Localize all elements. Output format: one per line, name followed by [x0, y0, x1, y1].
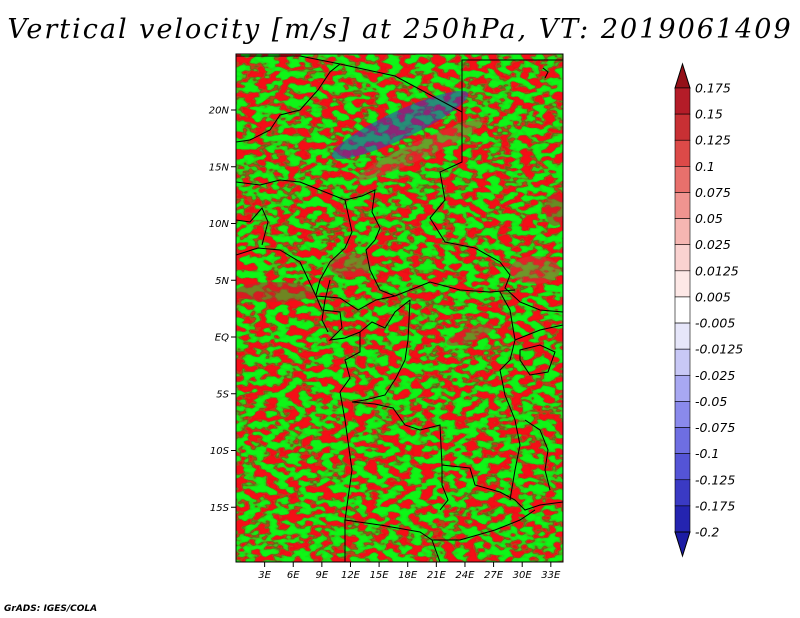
colorbar-segment [674, 192, 691, 219]
colorbar-segment [674, 270, 691, 298]
colorbar-top-arrow [674, 62, 691, 89]
colorbar-label: -0.05 [695, 394, 727, 409]
colorbar-segment [674, 505, 691, 533]
colorbar-label: 0.125 [695, 133, 731, 148]
lat-label: EQ [215, 333, 229, 344]
lon-label: 15E [370, 570, 390, 581]
colorbar-label: -0.1 [695, 446, 719, 461]
colorbar-label: 0.05 [695, 211, 723, 226]
colorbar-segment [674, 296, 691, 324]
lon-label: 24E [455, 570, 475, 581]
lon-label: 18E [398, 570, 418, 581]
colorbar-label: -0.2 [695, 525, 719, 540]
colorbar-segment [674, 479, 691, 507]
lat-label: 15S [210, 503, 230, 514]
lat-label: 10N [209, 219, 230, 230]
colorbar-label: -0.005 [695, 316, 735, 331]
colorbar: 0.175 0.15 0.125 0.1 0.075 0.05 0.025 0.0125 0.0… [674, 62, 743, 558]
colorbar-label: 0.1 [695, 159, 715, 174]
colorbar-label: 0.075 [695, 185, 731, 200]
colorbar-segment [674, 427, 691, 454]
colorbar-segment [674, 322, 691, 350]
grads-credit: GrADS: IGES/COLA [4, 604, 98, 614]
colorbar-label: 0.15 [695, 107, 723, 122]
colorbar-label: -0.075 [695, 420, 735, 435]
colorbar-label: 0.0125 [695, 263, 739, 278]
lat-label: 10S [210, 446, 230, 457]
colorbar-segment [674, 401, 691, 428]
colorbar-label: 0.025 [695, 237, 731, 252]
colorbar-segment [674, 166, 691, 193]
colorbar-label: 0.005 [695, 289, 731, 304]
colorbar-segment [674, 218, 691, 246]
colorbar-segment [674, 374, 691, 402]
plot-title: Vertical velocity [m/s] at 250hPa, VT: 2… [7, 14, 793, 45]
colorbar-segment [674, 453, 691, 481]
lat-label: 15N [209, 162, 230, 173]
lat-label: 5S [216, 389, 229, 400]
colorbar-label: -0.175 [695, 498, 735, 513]
lon-label: 12E [341, 570, 361, 581]
colorbar-bottom-arrow [674, 531, 691, 558]
colorbar-segment [674, 139, 691, 167]
longitude-axis: 3E 6E 9E 12E 15E 18E 21E 24E 27E 30E 33E [258, 562, 561, 581]
colorbar-label: 0.175 [695, 81, 731, 96]
lon-label: 21E [427, 570, 447, 581]
latitude-axis: 20N 15N 10N 5N EQ 5S 10S 15S [209, 106, 236, 514]
colorbar-label: -0.025 [695, 368, 735, 383]
colorbar-segment [674, 87, 691, 115]
lat-label: 5N [215, 276, 229, 287]
colorbar-label: -0.0125 [695, 342, 743, 357]
map-border [235, 53, 564, 563]
lon-label: 6E [287, 570, 300, 581]
colorbar-segment [674, 113, 691, 141]
lon-label: 27E [484, 570, 504, 581]
colorbar-label: -0.125 [695, 472, 735, 487]
lon-label: 9E [316, 570, 329, 581]
colorbar-segment [674, 348, 691, 376]
lon-label: 30E [513, 570, 533, 581]
lon-label: 3E [258, 570, 271, 581]
lon-label: 33E [541, 570, 561, 581]
colorbar-segment [674, 244, 691, 272]
lat-label: 20N [209, 106, 230, 117]
country-borders [236, 55, 563, 562]
